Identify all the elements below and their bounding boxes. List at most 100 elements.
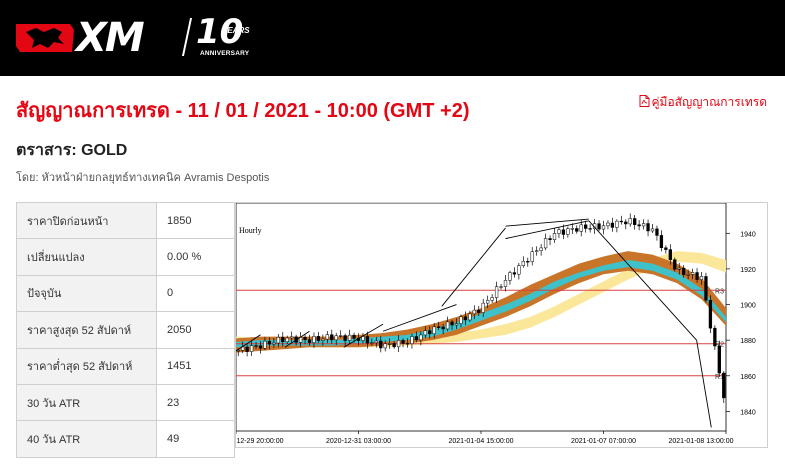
candle-body [379,340,383,349]
candle-body [303,336,307,340]
candle-body [494,286,499,298]
candle-body [499,286,503,288]
candle-body [454,323,459,326]
candle-body [347,334,352,341]
candle-body [481,302,485,313]
candle-body [508,272,512,281]
candle-body [682,267,686,275]
candle-body [330,334,334,341]
y-tick-label: 1860 [740,374,756,381]
stats-row-52w-low: ราคาต่ำสุด 52 สัปดาห์ 1451 [16,347,235,385]
candle-body [459,316,463,324]
logo-text: XM [76,15,145,61]
candle-body [548,238,552,240]
candle-body [717,345,721,374]
stats-row-current: ปัจจุบัน 0 [16,274,235,313]
page-title: สัญญาณการเทรด - 11 / 01 / 2021 - 10:00 (… [16,100,470,122]
pattern-trendline [236,334,261,352]
candle-body [650,228,655,232]
candle-body [503,280,508,287]
candle-body [708,299,713,329]
pattern-trendline [441,227,506,307]
x-tick-label: 2021-01-07 07:00:00 [571,438,636,445]
candle-body [285,337,289,342]
candle-body [428,330,432,335]
stats-table: ราคาปิดก่อนหน้า 1850 เปลี่ยนแปลง 0.00 % … [16,201,235,458]
stat-label: ราคาสูงสุด 52 สัปดาห์ [16,311,157,349]
candle-body [432,326,436,335]
pattern-trendline [505,218,589,227]
candle-body [414,336,419,341]
candle-body [673,259,677,270]
stats-row-atr-40: 40 วัน ATR 49 [16,420,235,458]
candle-body [352,334,356,339]
candle-body [370,342,374,344]
slow-ma-band [236,251,726,348]
stats-row-52w-high: ราคาสูงสุด 52 สัปดาห์ 2050 [16,311,235,349]
candle-body [610,222,615,228]
pdf-icon [639,95,649,107]
candle-body [281,336,285,342]
candle-body [490,297,494,301]
candle-body [543,238,548,249]
candle-body [312,336,316,343]
candle-body [276,336,280,344]
candle-body [405,343,410,345]
candle-body [539,247,543,251]
chart-title: Hourly [239,226,262,235]
candle-body [316,336,321,341]
candle-body [655,228,659,236]
x-tick-label: 2020-12-31 03:00:00 [326,438,391,445]
candle-body [526,261,530,263]
candle-body [579,224,583,232]
pattern-trendline [284,330,310,348]
stat-value: 49 [156,420,235,458]
candle-body [486,300,490,304]
candle-body [557,229,561,234]
candle-body [615,220,619,228]
level-label-r1: R1 [715,374,724,381]
candle-body [423,330,427,336]
candle-body [392,343,396,348]
anniversary-years: YEARS [222,26,250,35]
candle-body [606,222,610,227]
stat-value: 0 [156,274,235,313]
candle-body [664,247,668,250]
author-line: โดย: หัวหน้าฝ่ายกลยุทธ์ทางเทคนิค Avramis… [16,172,270,184]
candle-body [361,336,365,341]
candle-body [575,228,579,232]
candle-body [633,218,637,226]
stats-row-change: เปลี่ยนแปลง 0.00 % [16,238,235,276]
candle-body [619,220,623,223]
level-label-r3: R3 [715,288,724,295]
y-tick-label: 1920 [740,267,756,274]
candle-body [699,276,704,280]
candle-body [722,372,726,399]
stats-row-prev-close: ราคาปิดก่อนหน้า 1850 [16,201,235,240]
candle-body [272,342,276,345]
candle-body [601,225,606,230]
candle-body [468,313,472,321]
candle-body [628,218,632,225]
stat-label: ราคาปิดก่อนหน้า [16,201,157,240]
anniversary-label: ANNIVERSARY [200,50,250,57]
candle-body [552,233,557,240]
pattern-trendline [588,220,697,341]
signals-guide-link[interactable]: คู่มือสัญญาณการเทรด [639,93,767,112]
candle-body [263,340,267,349]
pattern-trendline [382,304,457,332]
candle-body [343,335,347,341]
candle-body [450,321,454,326]
xm-bull-logo-icon [16,24,74,52]
candle-body [463,316,468,321]
x-tick-label: 12-29 20:00:00 [236,438,283,445]
candle-body [437,326,441,328]
candle-body [290,336,294,339]
stat-value: 0.00 % [156,238,235,276]
price-chart: R3R2R1Hourly18401860188019001920194012-2… [235,202,768,448]
candle-body [517,265,521,275]
candle-body [441,326,445,330]
candle-body [566,228,570,235]
candle-body [258,345,263,349]
anniversary-number: 10 [196,12,244,52]
